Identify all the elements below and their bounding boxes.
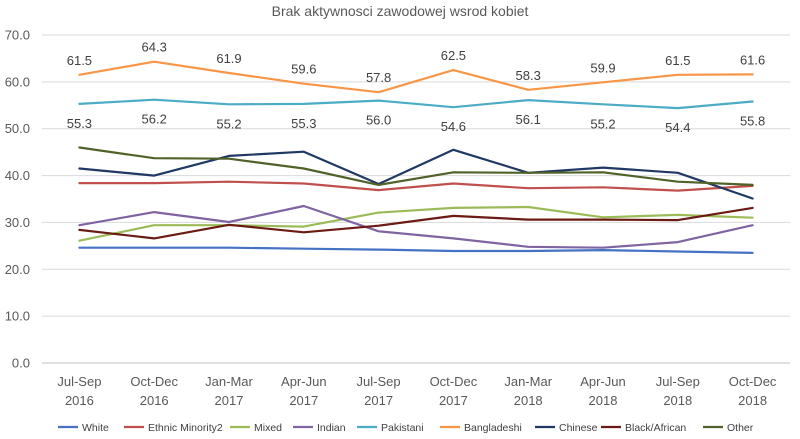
legend-label: White [82, 422, 109, 434]
series-lines [78, 60, 754, 254]
legend-item: Pakistani [357, 422, 424, 434]
legend-label: Bangladeshi [464, 422, 522, 434]
series-line-other [78, 146, 754, 186]
x-tick-label: Oct-Dec 2016 [130, 374, 178, 408]
legend-label: Pakistani [381, 422, 424, 434]
data-label: 61.6 [740, 52, 765, 67]
data-label: 59.6 [291, 62, 316, 77]
data-label: 62.5 [441, 48, 466, 63]
x-tick-label: Oct-Dec 2018 [729, 374, 777, 408]
x-tick-label: Oct-Dec 2017 [430, 374, 478, 408]
y-axis: 0.0 10.0 20.0 30.0 40.0 50.0 60.0 70.0 [5, 28, 30, 371]
legend-item: Mixed [230, 422, 282, 434]
data-label: 57.8 [366, 70, 391, 85]
legend-label: Chinese [559, 422, 598, 434]
data-label: 56.1 [516, 112, 541, 127]
data-label: 61.5 [67, 53, 92, 68]
legend-item: Ethnic Minority2 [124, 422, 223, 434]
legend: White Ethnic Minority2 Mixed Indian Pakistan… [58, 422, 754, 434]
data-label: 61.9 [216, 51, 241, 66]
legend-item: Black/African [601, 422, 686, 434]
data-label: 54.6 [441, 119, 466, 134]
data-label: 55.2 [590, 116, 615, 131]
legend-item: Indian [293, 422, 346, 434]
data-label: 55.8 [740, 114, 765, 129]
x-tick-label: Jan-Mar 2018 [504, 374, 552, 408]
data-label: 56.2 [142, 112, 167, 127]
series-line-indian [78, 204, 754, 249]
legend-item: Bangladeshi [440, 422, 522, 434]
series-line-ethnic-minority2 [78, 180, 754, 192]
y-tick-label: 10.0 [5, 309, 30, 324]
x-tick-label: Jul-Sep 2016 [57, 374, 101, 408]
y-tick-label: 0.0 [12, 356, 30, 371]
y-tick-label: 20.0 [5, 262, 30, 277]
data-label: 56.0 [366, 113, 391, 128]
chart-title: Brak aktywnosci zawodowej wsrod kobiet [272, 3, 529, 19]
y-tick-label: 50.0 [5, 121, 30, 136]
y-tick-label: 40.0 [5, 168, 30, 183]
y-tick-label: 70.0 [5, 28, 30, 43]
legend-label: Other [727, 422, 754, 434]
series-line-bangladeshi [78, 60, 754, 94]
legend-label: Indian [317, 422, 346, 434]
legend-label: Black/African [625, 422, 686, 434]
series-line-white [78, 246, 754, 254]
legend-item: Chinese [535, 422, 598, 434]
series-line-black-african [78, 206, 754, 240]
legend-item: Other [703, 422, 754, 434]
x-axis: Jul-Sep 2016 Oct-Dec 2016 Jan-Mar 2017 Apr-Jun… [57, 374, 777, 408]
legend-label: Ethnic Minority2 [148, 422, 223, 434]
legend-item: White [58, 422, 109, 434]
series-line-pakistani [78, 98, 754, 110]
y-tick-label: 30.0 [5, 215, 30, 230]
series-line-mixed [78, 205, 754, 242]
data-label: 61.5 [665, 53, 690, 68]
data-label: 64.3 [142, 40, 167, 55]
gridlines [42, 34, 790, 364]
y-tick-label: 60.0 [5, 74, 30, 89]
data-label: 55.2 [216, 116, 241, 131]
x-tick-label: Apr-Jun 2017 [281, 374, 327, 408]
x-tick-label: Jul-Sep 2017 [357, 374, 401, 408]
data-label: 55.3 [67, 116, 92, 131]
x-tick-label: Jan-Mar 2017 [205, 374, 253, 408]
x-tick-label: Apr-Jun 2018 [580, 374, 626, 408]
series-line-chinese [78, 148, 754, 200]
data-labels: 55.3 56.2 55.2 55.3 56.0 54.6 56.1 55.2 54.4 55.8… [67, 40, 766, 135]
data-label: 58.3 [516, 68, 541, 83]
data-label: 59.9 [590, 60, 615, 75]
data-label: 54.4 [665, 120, 690, 135]
legend-label: Mixed [254, 422, 282, 434]
x-tick-label: Jul-Sep 2018 [656, 374, 700, 408]
data-label: 55.3 [291, 116, 316, 131]
